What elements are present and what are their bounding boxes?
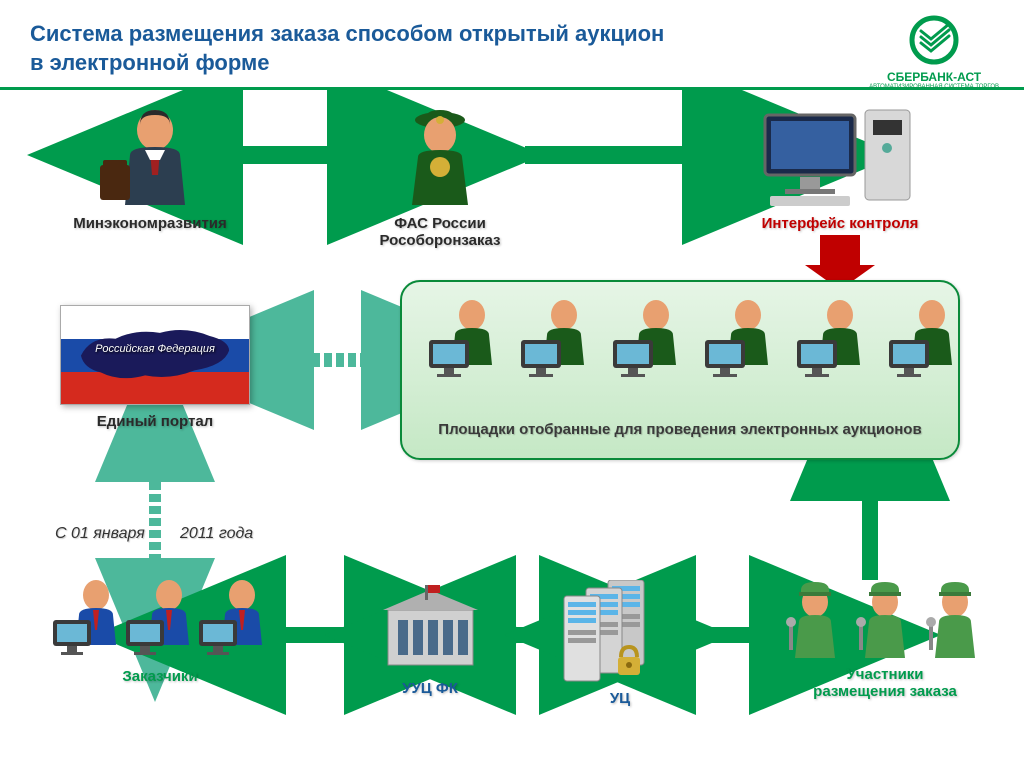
title-line-1: Система размещения заказа способом откры… [30, 21, 664, 46]
customers-label: Заказчики [45, 668, 275, 685]
platform-user-icon [427, 300, 499, 382]
officer-icon [390, 105, 490, 210]
node-fas: ФАС России Рособоронзаказ [370, 105, 510, 249]
platform-box: Площадки отобранные для проведения элект… [400, 280, 960, 460]
slide-title: Система размещения заказа способом откры… [30, 20, 830, 77]
customer-icon [199, 580, 267, 662]
uc-label: УЦ [555, 690, 685, 707]
customer-icon [53, 580, 121, 662]
date-right: 2011 года [180, 525, 253, 543]
node-interface: Интерфейс контроля [750, 100, 930, 232]
title-line-2: в электронной форме [30, 50, 270, 75]
uuc-label: УУЦ ФК [370, 680, 490, 697]
diagram-canvas: Минэкономразвития ФАС России Рособоронза… [0, 90, 1024, 750]
node-uuc: УУЦ ФК [370, 580, 490, 697]
businessman-icon [95, 105, 205, 210]
platform-user-icon [795, 300, 867, 382]
fas-label-2: Рособоронзаказ [370, 232, 510, 249]
slide-header: Система размещения заказа способом откры… [0, 0, 1024, 90]
sberbank-circle-icon [909, 15, 959, 65]
minecon-label: Минэкономразвития [70, 215, 230, 232]
platform-users-row [427, 300, 959, 382]
russia-map-icon: Российская Федерация [60, 305, 250, 405]
sberbank-logo: СБЕРБАНК-АСТ АВТОМАТИЗИРОВАННАЯ СИСТЕМА … [869, 15, 999, 90]
participants-label-2: размещения заказа [770, 683, 1000, 700]
computer-icon [755, 100, 925, 210]
logo-text: СБЕРБАНК-АСТ [869, 70, 999, 84]
platform-user-icon [519, 300, 591, 382]
platform-user-icon [703, 300, 775, 382]
node-uc: УЦ [555, 580, 685, 707]
node-portal: Российская Федерация Единый портал [60, 305, 250, 430]
building-icon [373, 580, 488, 675]
participants-label-1: Участники [770, 666, 1000, 683]
worker-icon [923, 580, 988, 662]
logo-subtext: АВТОМАТИЗИРОВАННАЯ СИСТЕМА ТОРГОВ [869, 84, 999, 90]
servers-icon [558, 580, 683, 685]
fas-label-1: ФАС России [370, 215, 510, 232]
worker-icon [853, 580, 918, 662]
node-minecon: Минэкономразвития [70, 105, 230, 232]
platform-label: Площадки отобранные для проведения элект… [402, 421, 958, 438]
node-customers: Заказчики [45, 580, 275, 685]
worker-icon [783, 580, 848, 662]
node-participants: Участники размещения заказа [770, 580, 1000, 700]
platform-user-icon [887, 300, 959, 382]
date-left: С 01 января [55, 525, 145, 543]
customer-icon [126, 580, 194, 662]
interface-label: Интерфейс контроля [750, 215, 930, 232]
russia-outline-icon [76, 321, 234, 390]
platform-user-icon [611, 300, 683, 382]
portal-label: Единый портал [60, 413, 250, 430]
